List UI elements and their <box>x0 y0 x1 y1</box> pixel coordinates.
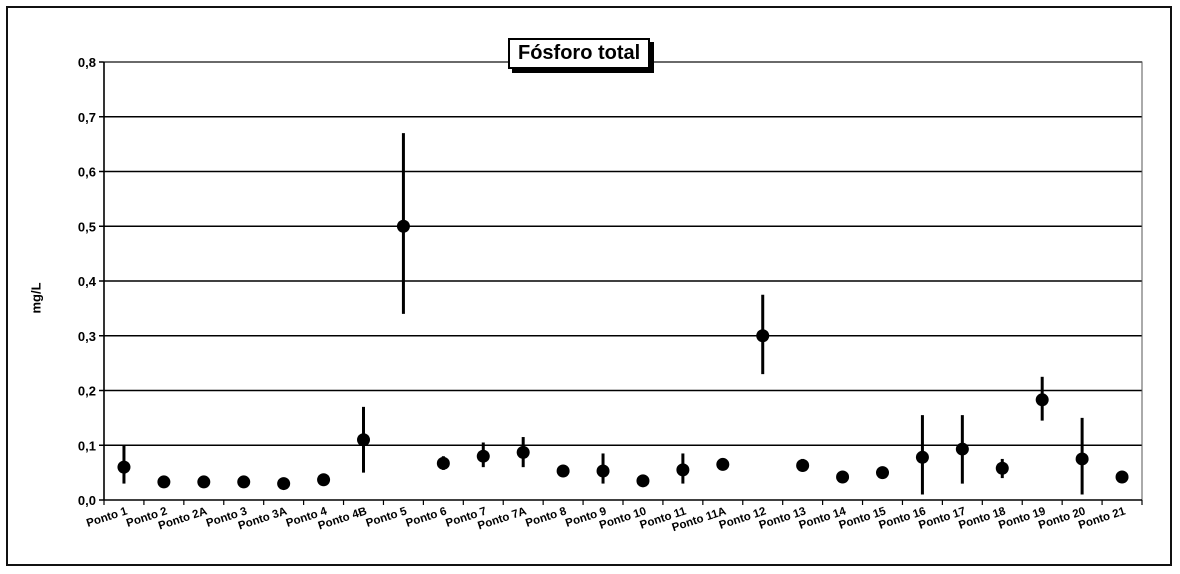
chart-svg: 0,0 0,1 0,2 0,3 0,4 0,5 0,6 0,7 0,8 Ponto 1 Ponto … <box>78 55 1143 534</box>
data-point <box>436 456 450 470</box>
chart-frame: 0,0 0,1 0,2 0,3 0,4 0,5 0,6 0,7 0,8 Ponto 1 Ponto … <box>6 6 1172 566</box>
data-point <box>636 474 650 488</box>
y-tick-label: 0,3 <box>78 329 96 344</box>
y-tick-label: 0,8 <box>78 55 96 70</box>
y-tick-label: 0,6 <box>78 165 96 180</box>
data-point <box>237 475 251 489</box>
data-point <box>556 464 570 478</box>
x-tick-label: Ponto 6 <box>404 505 448 529</box>
data-point <box>836 470 850 484</box>
y-tick-label: 0,2 <box>78 384 96 399</box>
y-tick-label: 0,1 <box>78 438 96 453</box>
x-tick-label: Ponto 1 <box>85 505 129 530</box>
data-point <box>476 449 490 463</box>
data-point <box>396 219 410 233</box>
data-point <box>516 445 530 459</box>
data-point <box>317 473 331 487</box>
y-tick-label: 0,5 <box>78 219 96 234</box>
x-tick-label: Ponto 8 <box>524 505 568 530</box>
data-point <box>676 463 690 477</box>
data-point <box>117 460 131 474</box>
data-point <box>357 433 370 447</box>
data-point <box>995 461 1009 475</box>
data-point <box>1075 452 1089 466</box>
y-tick-label: 0,7 <box>78 110 96 125</box>
data-point <box>197 475 211 489</box>
y-axis-label: mg/L <box>28 282 44 314</box>
x-tick-label: Ponto 21 <box>1077 505 1127 532</box>
data-point <box>796 459 810 473</box>
data-point <box>876 466 889 480</box>
data-point <box>157 475 171 489</box>
data-point <box>596 464 610 478</box>
y-tick-label: 0,0 <box>78 493 96 508</box>
y-tick-label: 0,4 <box>78 274 97 289</box>
data-point <box>277 477 291 491</box>
data-point <box>756 329 770 343</box>
data-point <box>1115 470 1129 484</box>
data-point <box>1035 393 1049 407</box>
chart-title: Fósforo total <box>508 38 651 69</box>
data-point <box>915 450 929 464</box>
x-tick-label: Ponto 5 <box>365 505 409 530</box>
data-point <box>955 442 969 456</box>
data-point <box>716 457 730 471</box>
